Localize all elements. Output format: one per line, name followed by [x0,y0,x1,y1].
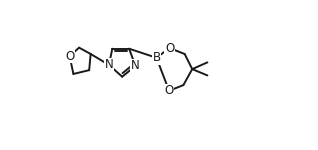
Text: B: B [152,51,161,64]
Text: O: O [164,84,174,97]
Text: N: N [131,59,140,72]
Text: O: O [65,50,74,63]
Text: N: N [105,58,113,71]
Text: O: O [165,42,174,55]
